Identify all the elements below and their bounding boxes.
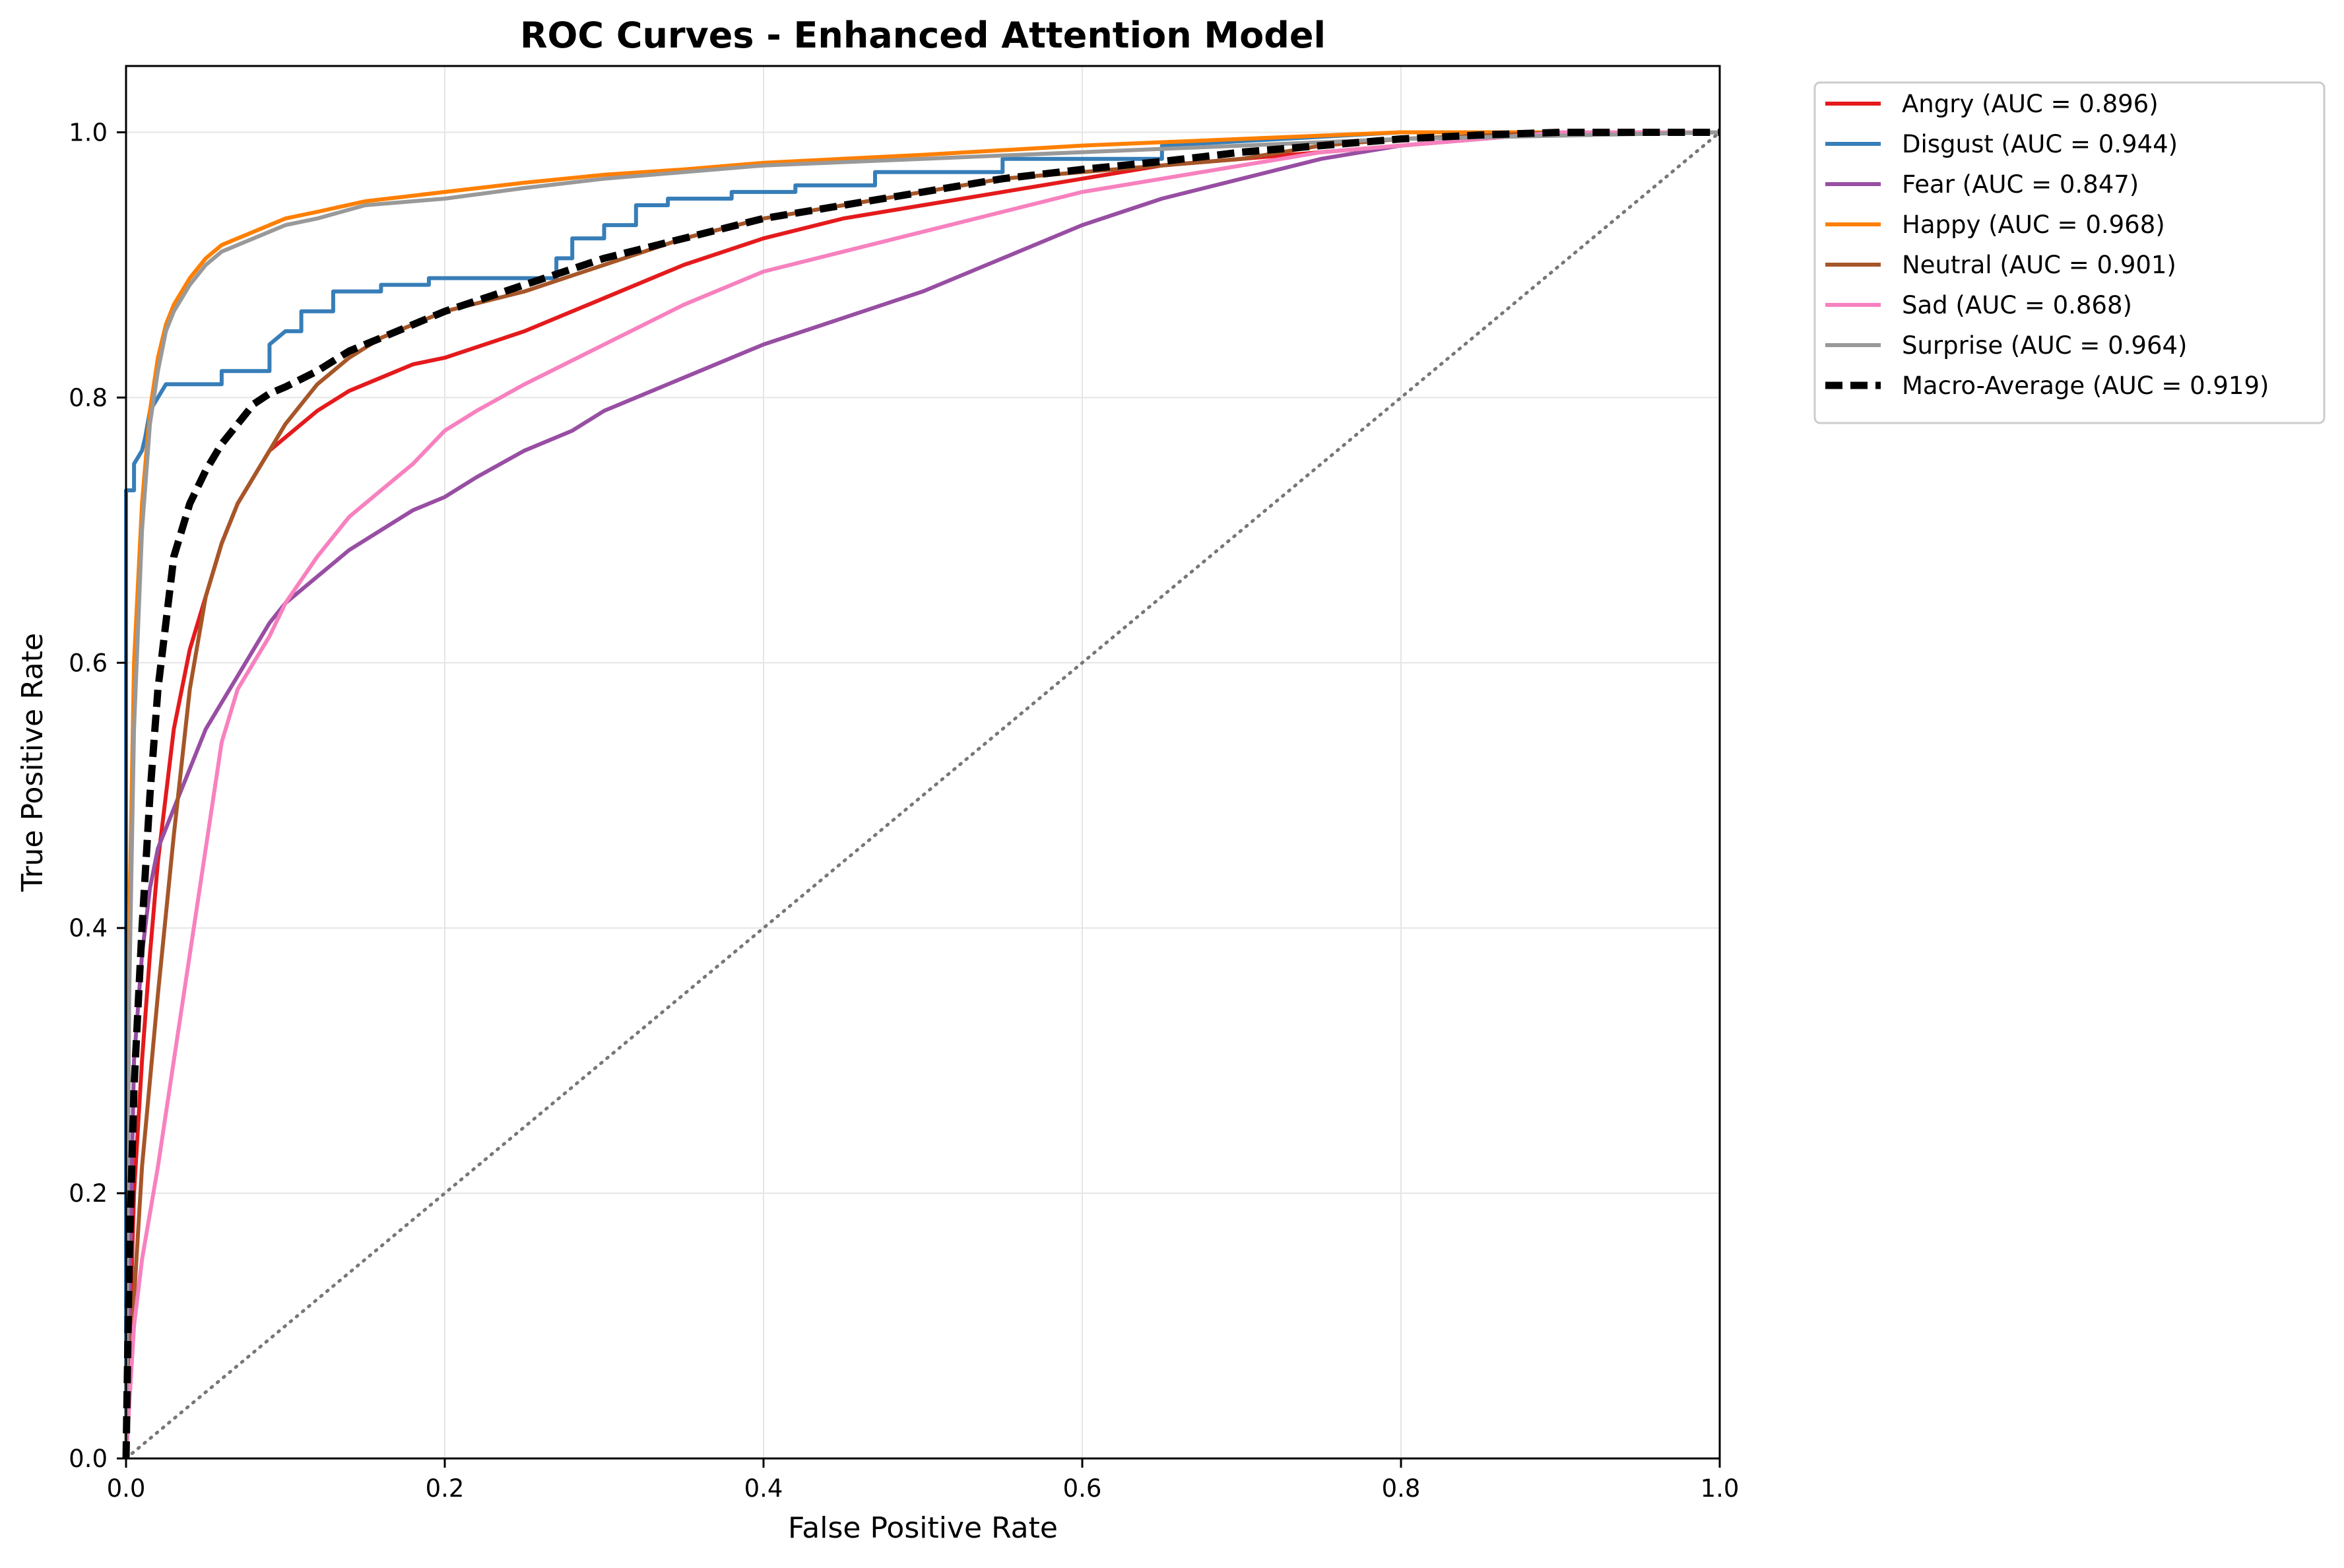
y-tick-label-2: 0.4 <box>69 914 108 942</box>
y-tick-label-3: 0.6 <box>69 649 108 677</box>
y-tick-label-4: 0.8 <box>69 383 108 412</box>
series-line-macro-average <box>122 129 1720 1459</box>
legend-label-disgust: Disgust (AUC = 0.944) <box>1902 130 2178 158</box>
diagonal-reference-line <box>124 130 1722 1460</box>
x-tick-label-0: 0.0 <box>107 1474 146 1503</box>
chart-title: ROC Curves - Enhanced Attention Model <box>520 15 1326 56</box>
y-tick-label-1: 0.2 <box>69 1179 108 1208</box>
axis-ticks: 0.0 0.2 0.4 0.6 0.8 1.0 0.0 0.2 0.4 0.6 0.8 1.0 <box>69 118 1739 1503</box>
x-tick-label-2: 0.4 <box>744 1474 783 1503</box>
y-tick-label-0: 0.0 <box>69 1445 108 1473</box>
legend-label-angry: Angry (AUC = 0.896) <box>1902 90 2159 118</box>
x-axis-label: False Positive Rate <box>788 1511 1058 1545</box>
legend-label-fear: Fear (AUC = 0.847) <box>1902 170 2139 199</box>
legend-label-neutral: Neutral (AUC = 0.901) <box>1902 251 2176 279</box>
series-line-disgust <box>124 130 1720 1458</box>
legend-label-happy: Happy (AUC = 0.968) <box>1902 211 2165 239</box>
x-tick-label-3: 0.6 <box>1063 1474 1102 1503</box>
chance-line <box>124 130 1722 1460</box>
plot-frame <box>125 65 1721 1460</box>
series-line-fear <box>124 130 1720 1459</box>
x-tick-label-1: 0.2 <box>426 1474 465 1503</box>
x-tick-label-4: 0.8 <box>1382 1474 1421 1503</box>
legend: Angry (AUC = 0.896) Disgust (AUC = 0.944)… <box>1813 81 2326 424</box>
grid <box>125 66 1720 1459</box>
legend-label-surprise: Surprise (AUC = 0.964) <box>1902 331 2187 360</box>
legend-box <box>1813 81 2326 424</box>
series-lines <box>122 129 1720 1459</box>
series-line-sad <box>124 130 1720 1459</box>
y-tick-label-5: 1.0 <box>69 118 108 147</box>
legend-label-macro-average: Macro-Average (AUC = 0.919) <box>1902 372 2269 400</box>
series-line-surprise <box>124 130 1720 1459</box>
x-tick-label-5: 1.0 <box>1701 1474 1740 1503</box>
y-axis-label: True Positive Rate <box>16 633 49 892</box>
legend-label-sad: Sad (AUC = 0.868) <box>1902 291 2132 319</box>
